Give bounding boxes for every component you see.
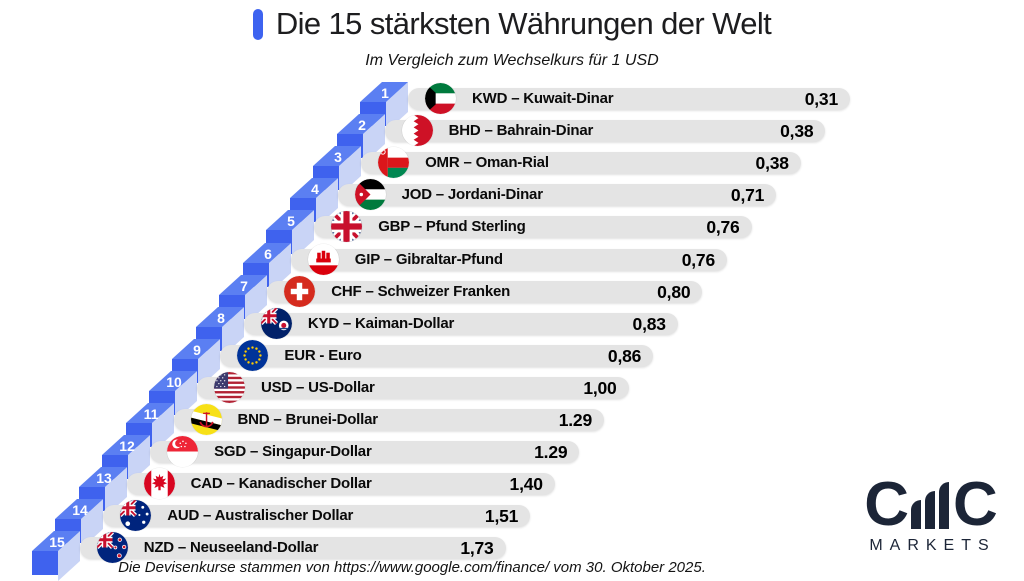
currency-label: BND – Brunei-Dollar xyxy=(237,411,379,428)
rank-label: 13 xyxy=(96,470,112,486)
rank-label: 6 xyxy=(264,246,272,262)
rank-label: 9 xyxy=(193,342,201,358)
value-bar xyxy=(220,344,654,367)
flag-aud-icon xyxy=(120,500,152,532)
exchange-rate-value: 1.29 xyxy=(558,410,592,430)
exchange-rate-value: 0,71 xyxy=(730,185,765,206)
flag-bnd-icon xyxy=(190,404,222,435)
flag-cad-icon xyxy=(143,468,175,500)
value-bar xyxy=(150,441,580,464)
exchange-rate-value: 1.29 xyxy=(534,442,568,463)
rank-label: 3 xyxy=(334,149,342,165)
flag-gip-icon xyxy=(307,243,339,275)
title-accent-bar xyxy=(252,8,263,40)
cmc-logo-bars-icon xyxy=(907,479,953,530)
currency-label: JOD – Jordani-Dinar xyxy=(401,186,543,204)
value-bar xyxy=(243,312,678,335)
currency-label: BHD – Bahrain-Dinar xyxy=(448,122,594,140)
rank-label: 4 xyxy=(311,181,319,197)
cmc-logo-mark-icon: C C xyxy=(852,470,1008,539)
exchange-rate-value: 0,76 xyxy=(681,249,715,270)
value-bar xyxy=(337,184,777,207)
rank-label: 12 xyxy=(119,438,135,454)
cmc-markets-label: MARKETS xyxy=(869,537,996,554)
currency-label: GIP – Gibraltar-Pfund xyxy=(354,250,503,268)
currency-label: KWD – Kuwait-Dinar xyxy=(472,90,614,107)
currency-label: NZD – Neuseeland-Dollar xyxy=(143,539,319,557)
cmc-letter-c-right: C xyxy=(953,470,998,539)
cmc-markets-logo: C C MARKETS xyxy=(852,470,1008,555)
value-bar xyxy=(79,537,506,560)
rank-step-block: 5 xyxy=(266,210,315,261)
flag-eur-icon xyxy=(237,339,269,371)
flag-usd-icon xyxy=(214,371,245,403)
exchange-rate-value: 1,00 xyxy=(583,377,617,398)
value-bar xyxy=(361,152,801,175)
exchange-rate-value: 0,31 xyxy=(804,89,838,109)
value-bar xyxy=(126,473,555,496)
value-bar xyxy=(197,376,629,399)
exchange-rate-value: 0,76 xyxy=(706,217,740,238)
rank-label: 8 xyxy=(217,310,225,326)
exchange-rate-value: 0,83 xyxy=(632,313,666,334)
currency-label: USD – US-Dollar xyxy=(261,378,375,396)
currency-label: OMR – Oman-Rial xyxy=(425,154,549,172)
exchange-rate-value: 1,40 xyxy=(509,474,543,495)
value-bar xyxy=(384,120,826,143)
value-bar xyxy=(173,409,604,431)
value-bar xyxy=(408,88,850,110)
currency-label: CHF – Schweizer Franken xyxy=(331,282,511,300)
rank-label: 5 xyxy=(287,213,295,229)
value-bar xyxy=(290,248,728,271)
currency-label: CAD – Kanadischer Dollar xyxy=(190,475,372,493)
flag-kyd-icon xyxy=(260,307,292,339)
flag-jod-icon xyxy=(354,179,386,211)
rank-label: 15 xyxy=(49,534,65,550)
currency-label: SGD – Singapur-Dollar xyxy=(214,443,372,461)
flag-chf-icon xyxy=(284,275,316,307)
currency-label: EUR - Euro xyxy=(284,346,362,364)
page-subtitle: Im Vergleich zum Wechselkurs für 1 USD xyxy=(365,52,659,69)
currency-label: KYD – Kaiman-Dollar xyxy=(307,314,455,332)
rank-label: 2 xyxy=(358,117,366,133)
flag-sgd-icon xyxy=(167,436,199,468)
page-title: Die 15 stärksten Währungen der Welt xyxy=(275,6,772,41)
exchange-rate-value: 1,73 xyxy=(460,538,494,559)
exchange-rate-value: 1,51 xyxy=(484,506,519,527)
rank-label: 11 xyxy=(143,406,158,422)
flag-bhd-icon xyxy=(401,115,433,147)
currency-label: GBP – Pfund Sterling xyxy=(378,218,526,236)
rank-step-block: 15 xyxy=(31,531,80,581)
exchange-rate-value: 0,80 xyxy=(657,281,691,302)
value-bar xyxy=(314,216,752,239)
rank-label: 10 xyxy=(166,374,182,390)
cmc-letter-c-left: C xyxy=(864,470,909,539)
exchange-rate-value: 0,38 xyxy=(780,121,814,142)
rank-label: 1 xyxy=(381,85,389,101)
exchange-rate-value: 0,86 xyxy=(607,345,642,366)
value-bar xyxy=(103,505,531,528)
exchange-rate-value: 0,38 xyxy=(755,153,789,174)
rank-label: 7 xyxy=(240,278,248,294)
rank-label: 14 xyxy=(72,502,88,518)
currency-label: AUD – Australischer Dollar xyxy=(167,507,354,525)
title-row: Die 15 stärksten Währungen der Welt xyxy=(0,6,1024,42)
flag-kwd-icon xyxy=(425,83,456,114)
value-bar xyxy=(267,280,703,303)
flag-nzd-icon xyxy=(96,532,128,564)
flag-omr-icon xyxy=(378,147,410,179)
source-note: Die Devisenkurse stammen von https://www… xyxy=(118,559,706,576)
